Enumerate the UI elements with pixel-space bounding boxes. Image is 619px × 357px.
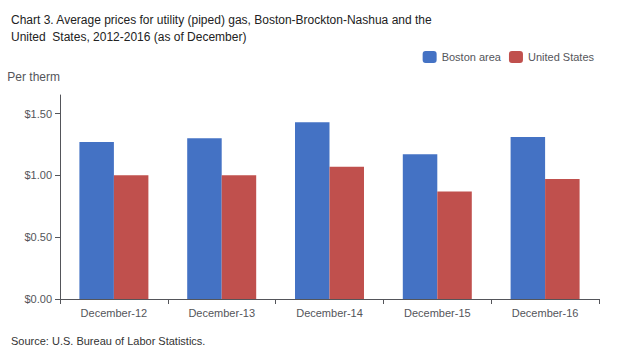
svg-text:$0.50: $0.50 [24, 231, 52, 243]
svg-text:December-16: December-16 [512, 307, 579, 319]
svg-text:Source: U.S. Bureau of Labor S: Source: U.S. Bureau of Labor Statistics. [11, 335, 205, 347]
svg-text:$1.00: $1.00 [24, 169, 52, 181]
svg-text:Chart 3. Average prices for ut: Chart 3. Average prices for utility (pip… [11, 13, 432, 27]
svg-text:December-13: December-13 [188, 307, 255, 319]
svg-text:December-14: December-14 [296, 307, 363, 319]
svg-text:United States: United States [528, 51, 595, 63]
svg-text:December-15: December-15 [404, 307, 471, 319]
svg-text:Per therm: Per therm [7, 70, 60, 84]
svg-text:$0.00: $0.00 [24, 293, 52, 305]
svg-text:$1.50: $1.50 [24, 108, 52, 120]
svg-text:December-12: December-12 [81, 307, 148, 319]
svg-text:United States, 2012-2016 (as: United States, 2012-2016 (as of December… [11, 30, 246, 44]
svg-text:Boston area: Boston area [442, 51, 502, 63]
